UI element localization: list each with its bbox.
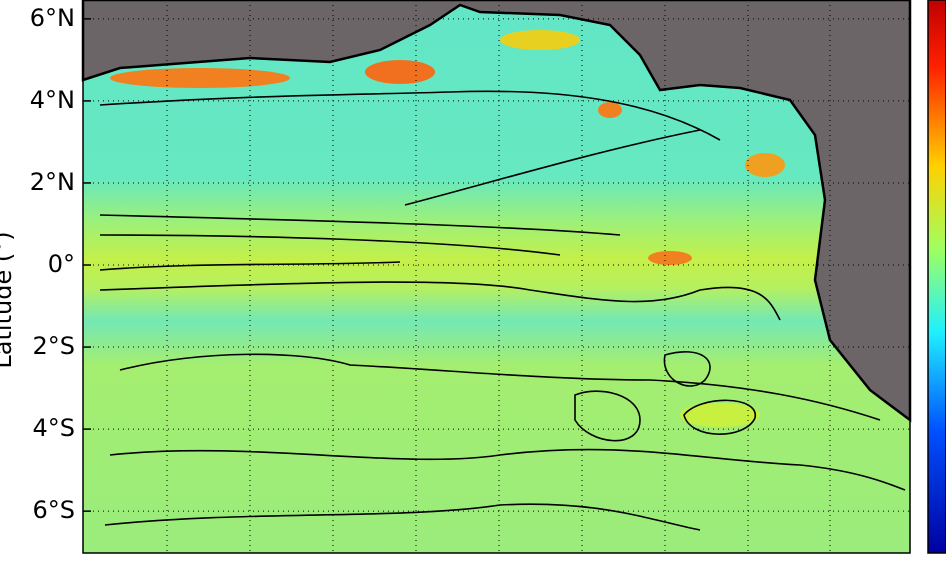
contour — [574, 390, 641, 442]
y-tick-label: 4°S — [32, 414, 75, 442]
hotspot — [745, 153, 785, 177]
land — [81, 0, 912, 423]
contour — [99, 261, 401, 271]
contour — [99, 214, 621, 236]
contour — [109, 448, 906, 491]
contour — [99, 234, 561, 256]
plot-area — [81, 0, 912, 554]
contour — [404, 129, 701, 206]
y-tick-label: 2°N — [30, 168, 75, 196]
frame — [82, 0, 911, 554]
y-tick-label: 2°S — [32, 332, 75, 360]
hotspot — [598, 102, 622, 118]
grid — [83, 0, 910, 553]
patch — [680, 403, 760, 427]
contour — [683, 399, 756, 435]
contour — [119, 353, 881, 421]
hotspot — [648, 251, 692, 265]
contour — [663, 351, 711, 387]
y-axis-label: Latitude (°) — [0, 231, 17, 368]
y-tick-label: 0° — [48, 250, 75, 278]
hotspot — [365, 60, 435, 84]
contour — [99, 90, 721, 141]
contour — [104, 503, 701, 531]
colorbar — [927, 0, 946, 554]
y-tick-label: 6°S — [32, 496, 75, 524]
hotspot — [110, 68, 290, 88]
y-tick-label: 6°N — [30, 4, 75, 32]
contour — [99, 281, 781, 321]
y-tick-label: 4°N — [30, 86, 75, 114]
hotspot — [500, 30, 580, 50]
